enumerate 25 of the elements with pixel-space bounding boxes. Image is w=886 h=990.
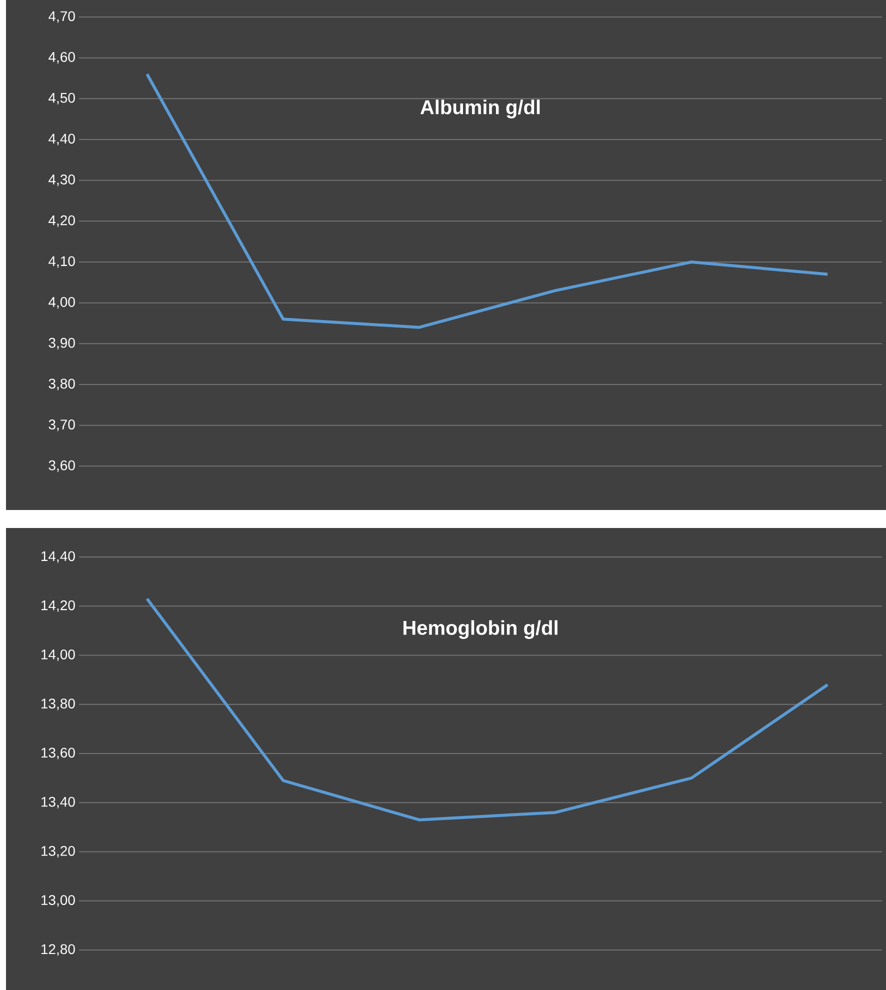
y-tick-label: 3,80 (48, 378, 75, 390)
y-tick-label: 12,80 (42, 944, 75, 956)
y-tick-label: 13,40 (42, 796, 75, 808)
y-tick-label: 13,80 (42, 698, 75, 710)
y-tick-label: 4,10 (48, 256, 75, 268)
y-tick-label: 4,00 (48, 297, 75, 309)
y-tick-label: 3,70 (48, 420, 75, 432)
line-series (146, 72, 830, 329)
line-series (146, 597, 830, 822)
text: Albumin g/dl (420, 100, 540, 118)
y-tick-label: 13,60 (42, 748, 75, 760)
y-tick-label: 4,70 (48, 11, 75, 23)
y-tick-label: 3,90 (48, 338, 75, 350)
y-tick-label: 14,40 (42, 551, 75, 563)
y-tick-label: 14,00 (42, 649, 75, 662)
y-tick-label: 4,20 (48, 215, 75, 227)
y-tick-label: 4,40 (48, 134, 75, 146)
y-tick-label: 14,20 (42, 600, 75, 612)
y-tick-label: 4,30 (48, 174, 75, 186)
y-tick-label: 4,50 (48, 92, 75, 104)
y-tick-label: 3,60 (48, 460, 75, 472)
y-tick-label: 13,00 (42, 895, 75, 907)
y-tick-label: 4,60 (48, 52, 75, 64)
text: Hemoglobin g/dl (404, 620, 558, 639)
y-tick-label: 13,20 (42, 846, 75, 858)
